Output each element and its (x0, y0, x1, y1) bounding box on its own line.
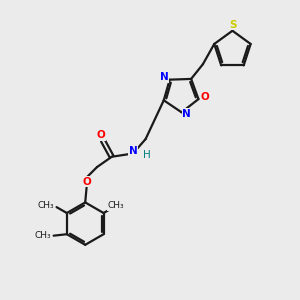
Text: N: N (160, 72, 169, 82)
Text: O: O (201, 92, 209, 102)
Text: O: O (82, 177, 91, 187)
Text: O: O (97, 130, 105, 140)
Text: N: N (128, 146, 137, 157)
Text: CH₃: CH₃ (37, 201, 54, 210)
Text: CH₃: CH₃ (34, 231, 51, 240)
Text: CH₃: CH₃ (108, 201, 124, 210)
Text: S: S (229, 20, 237, 30)
Text: H: H (143, 150, 151, 160)
Text: N: N (182, 109, 191, 119)
